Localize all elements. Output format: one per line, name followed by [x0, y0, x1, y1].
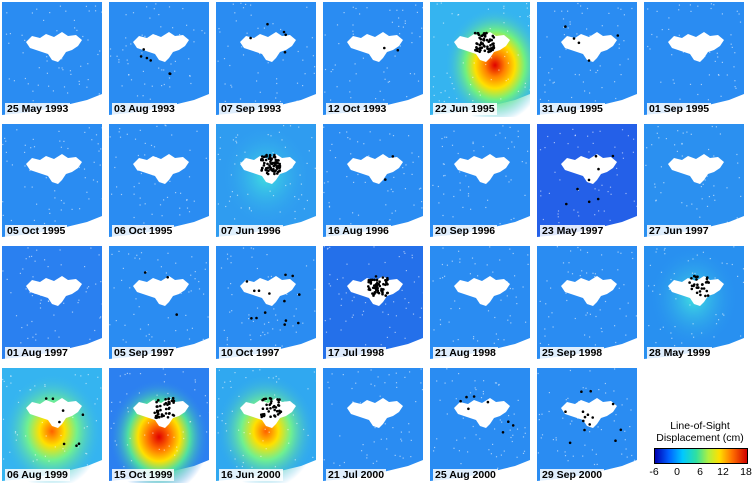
interferogram-panel: 01 Aug 1997: [2, 246, 102, 361]
panel-date-label: 25 Aug 2000: [433, 469, 498, 481]
interferogram-map: [109, 368, 209, 483]
panel-date-label: 16 Jun 2000: [219, 469, 283, 481]
legend-tick: -6: [649, 466, 659, 478]
legend-tick: 6: [697, 466, 703, 478]
interferogram-panel: 25 May 1993: [2, 2, 102, 117]
panel-date-label: 21 Aug 1998: [433, 347, 498, 359]
interferogram-map: [216, 2, 316, 115]
interferogram-panel: 23 May 1997: [537, 124, 637, 239]
interferogram-panel: 28 May 1999: [644, 246, 744, 361]
interferogram-panel: 31 Aug 1995: [537, 2, 637, 117]
interferogram-panel: 05 Sep 1997: [109, 246, 209, 361]
interferogram-panel: 25 Sep 1998: [537, 246, 637, 361]
panel-date-label: 01 Aug 1997: [5, 347, 70, 359]
interferogram-map: [2, 2, 102, 115]
panel-date-label: 25 May 1993: [5, 103, 71, 115]
interferogram-panel: 21 Jul 2000: [323, 368, 423, 483]
interferogram-panel: 01 Sep 1995: [644, 2, 744, 117]
interferogram-panel: 16 Aug 1996: [323, 124, 423, 239]
interferogram-map: [2, 368, 102, 483]
interferogram-map: [323, 246, 423, 359]
interferogram-map: [430, 246, 530, 359]
panel-date-label: 03 Aug 1993: [112, 103, 177, 115]
interferogram-map: [323, 2, 423, 115]
panel-date-label: 27 Jun 1997: [647, 225, 711, 237]
legend-title-line1: Line-of-Sight: [670, 420, 730, 432]
panel-date-label: 21 Jul 2000: [326, 469, 387, 481]
interferogram-panel: 20 Sep 1996: [430, 124, 530, 239]
interferogram-panel: 15 Oct 1999: [109, 368, 209, 483]
interferogram-panel: 29 Sep 2000: [537, 368, 637, 483]
panel-date-label: 06 Aug 1999: [5, 469, 70, 481]
legend-tick: 12: [717, 466, 729, 478]
interferogram-map: [323, 124, 423, 237]
panel-date-label: 16 Aug 1996: [326, 225, 391, 237]
interferogram-map: [537, 368, 637, 481]
interferogram-panel: 07 Sep 1993: [216, 2, 316, 117]
panel-date-label: 17 Jul 1998: [326, 347, 387, 359]
panel-date-label: 12 Oct 1993: [326, 103, 389, 115]
interferogram-map: [109, 2, 209, 115]
panel-date-label: 22 Jun 1995: [433, 103, 497, 115]
interferogram-panel: 06 Oct 1995: [109, 124, 209, 239]
legend-tick: 18: [740, 466, 752, 478]
interferogram-map: [430, 124, 530, 237]
interferogram-panel: 03 Aug 1993: [109, 2, 209, 117]
interferogram-panel: 16 Jun 2000: [216, 368, 316, 483]
interferogram-map: [644, 246, 744, 361]
legend-title-line2: Displacement (cm): [656, 432, 744, 444]
panel-date-label: 01 Sep 1995: [647, 103, 712, 115]
interferogram-map: [537, 246, 637, 359]
colorbar: [654, 448, 748, 464]
interferogram-panel: 22 Jun 1995: [430, 2, 530, 117]
interferogram-map: [537, 2, 637, 115]
interferogram-panel: 07 Jun 1996: [216, 124, 316, 239]
interferogram-map: [216, 246, 316, 359]
interferogram-map: [644, 124, 744, 237]
panel-date-label: 07 Jun 1996: [219, 225, 283, 237]
panel-date-label: 31 Aug 1995: [540, 103, 605, 115]
interferogram-panel: 21 Aug 1998: [430, 246, 530, 361]
interferogram-panel: 10 Oct 1997: [216, 246, 316, 361]
interferogram-panel: 17 Jul 1998: [323, 246, 423, 361]
interferogram-map: [109, 246, 209, 359]
panel-date-label: 05 Oct 1995: [5, 225, 68, 237]
interferogram-map: [216, 368, 316, 483]
panel-date-label: 10 Oct 1997: [219, 347, 282, 359]
panel-date-label: 25 Sep 1998: [540, 347, 605, 359]
interferogram-map: [2, 124, 102, 237]
interferogram-map: [216, 124, 316, 239]
interferogram-map: [537, 124, 637, 237]
interferogram-panel: 25 Aug 2000: [430, 368, 530, 483]
interferogram-map: [109, 124, 209, 237]
legend-title: Line-of-Sight Displacement (cm): [648, 420, 752, 444]
panel-date-label: 23 May 1997: [540, 225, 606, 237]
interferogram-map: [2, 246, 102, 359]
panel-date-label: 05 Sep 1997: [112, 347, 177, 359]
interferogram-map: [644, 2, 744, 115]
interferogram-panel: 06 Aug 1999: [2, 368, 102, 483]
panel-date-label: 29 Sep 2000: [540, 469, 605, 481]
interferogram-map: [430, 368, 530, 481]
panel-date-label: 07 Sep 1993: [219, 103, 284, 115]
interferogram-map: [323, 368, 423, 481]
panel-date-label: 06 Oct 1995: [112, 225, 175, 237]
panel-date-label: 15 Oct 1999: [112, 469, 175, 481]
panel-date-label: 20 Sep 1996: [433, 225, 498, 237]
interferogram-panel: 12 Oct 1993: [323, 2, 423, 117]
colorbar-legend: Line-of-Sight Displacement (cm) -6 0 6 1…: [648, 420, 752, 490]
panel-date-label: 28 May 1999: [647, 347, 713, 359]
interferogram-panel: 05 Oct 1995: [2, 124, 102, 239]
interferogram-map: [430, 2, 530, 117]
legend-tick: 0: [674, 466, 680, 478]
interferogram-panel: 27 Jun 1997: [644, 124, 744, 239]
